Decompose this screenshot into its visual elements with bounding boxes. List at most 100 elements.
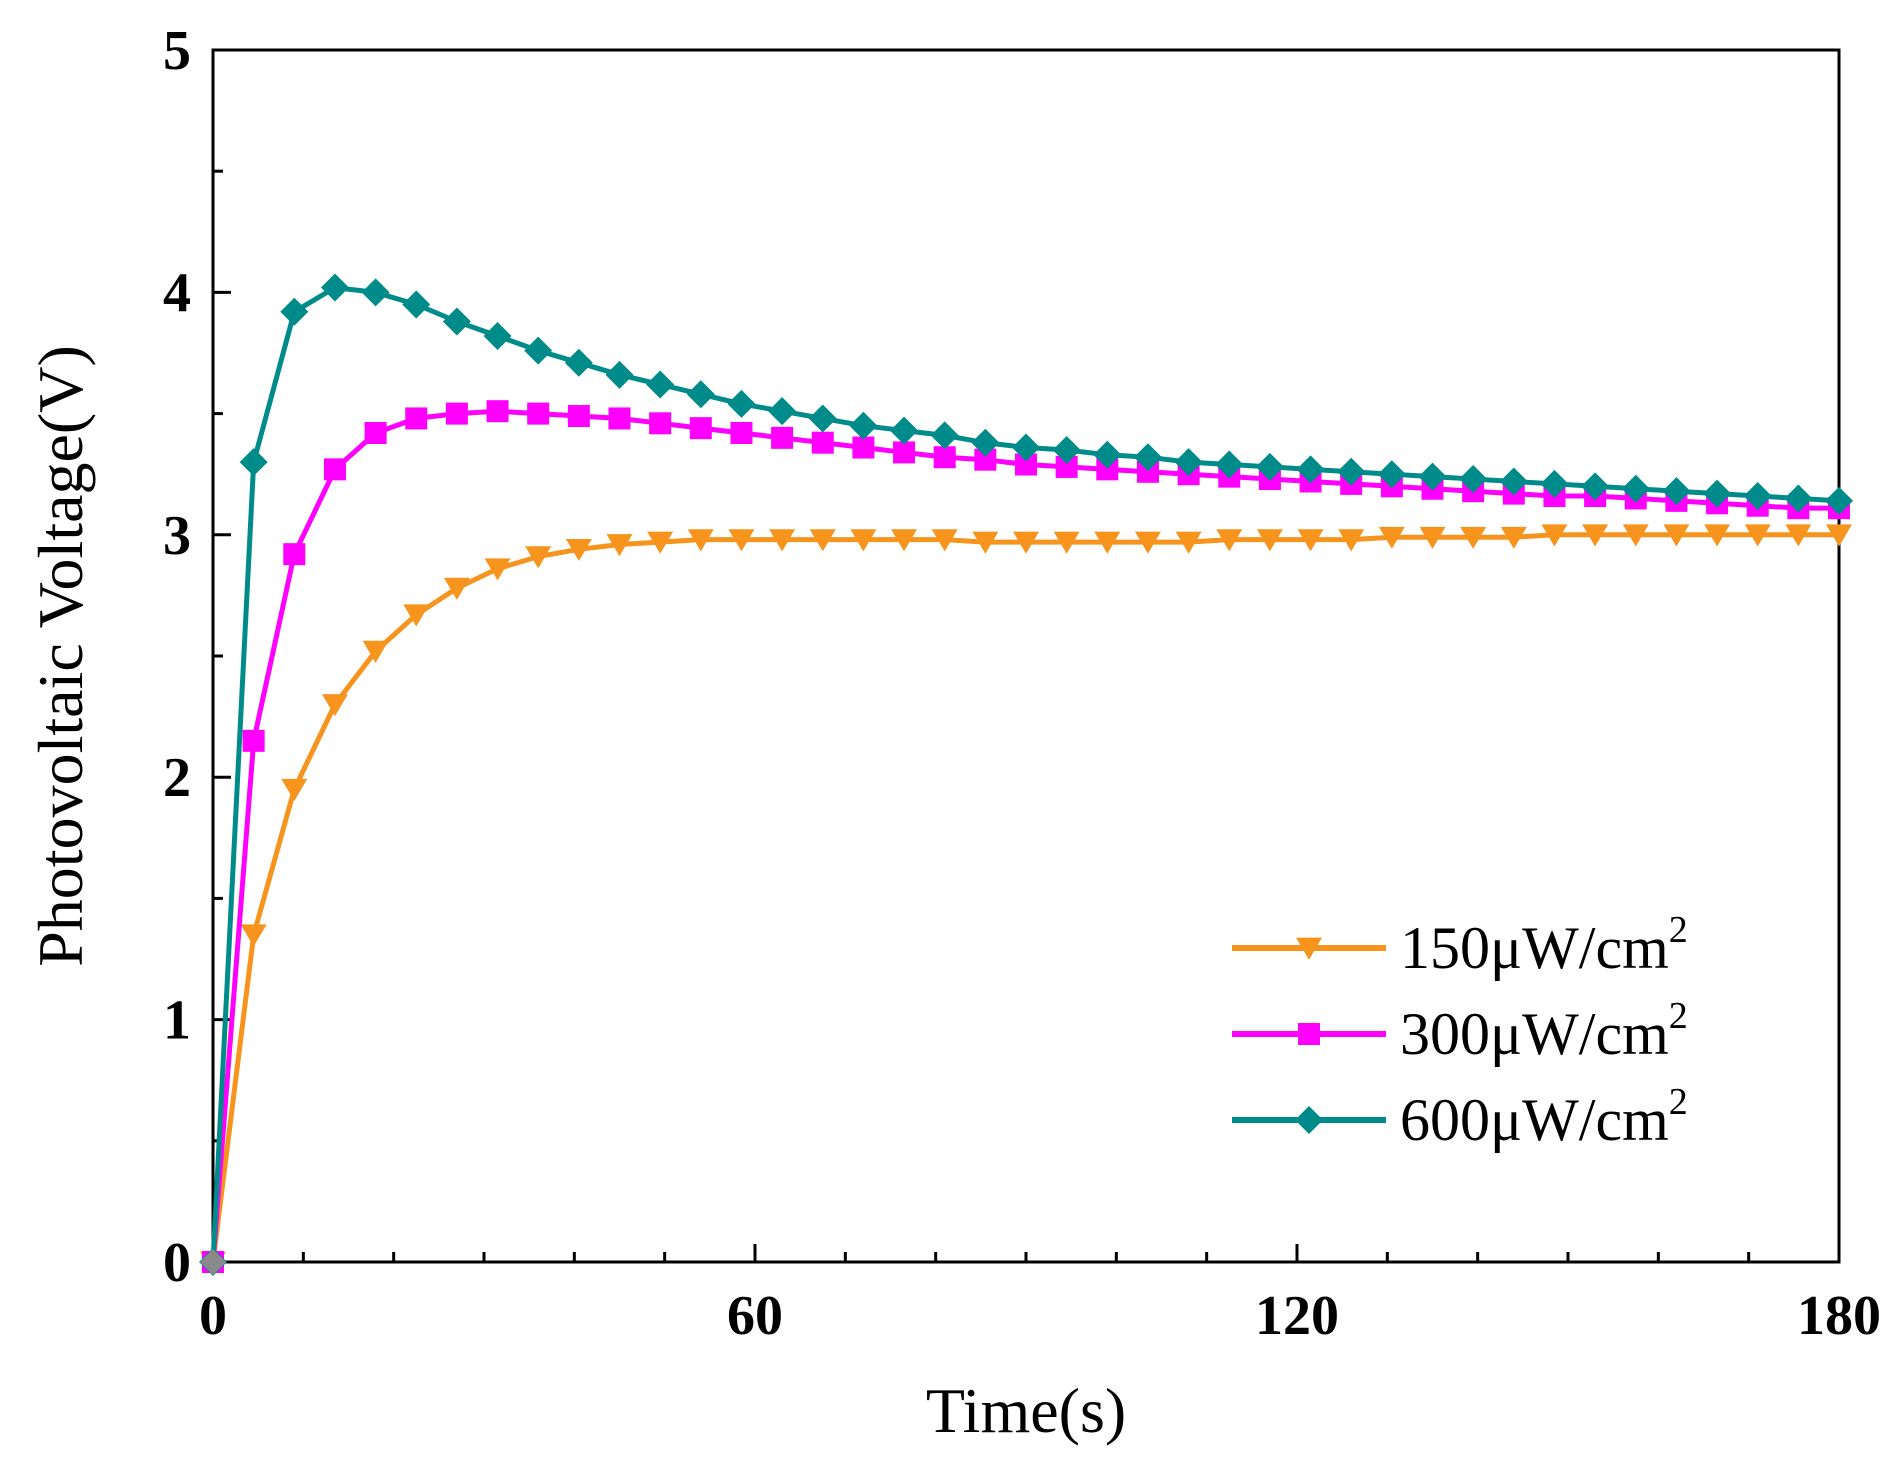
data-point [1785, 524, 1812, 547]
data-point [1540, 469, 1569, 498]
data-point [483, 322, 512, 351]
legend-label: 600μW/cm2 [1400, 1081, 1688, 1153]
data-point [1052, 435, 1081, 464]
data-point [608, 407, 631, 430]
data-point [1377, 460, 1406, 489]
data-point [811, 431, 834, 454]
data-point [1744, 524, 1771, 547]
data-point [567, 405, 590, 428]
data-point [686, 380, 715, 409]
origin-point [200, 1249, 226, 1275]
data-point [242, 729, 265, 752]
data-point [771, 426, 794, 449]
data-point [1013, 531, 1039, 554]
y-tick-label: 3 [163, 505, 191, 567]
data-point [687, 529, 714, 552]
data-point [1174, 448, 1203, 477]
data-point [283, 543, 306, 566]
data-point [484, 558, 511, 581]
data-point [1378, 526, 1405, 549]
x-tick-label: 120 [1255, 1285, 1339, 1347]
data-point [808, 404, 837, 433]
data-point [933, 446, 956, 469]
data-point [1743, 482, 1772, 511]
data-point [361, 278, 390, 307]
data-point [1256, 529, 1283, 552]
data-point [647, 531, 674, 554]
data-point [564, 348, 593, 377]
legend-label: 150μW/cm2 [1400, 909, 1688, 981]
data-point [1826, 524, 1852, 547]
data-point [403, 604, 430, 627]
data-point [362, 640, 389, 663]
data-point [852, 436, 875, 459]
data-point [1094, 531, 1121, 554]
data-point [445, 402, 468, 425]
data-point [605, 360, 634, 389]
data-point [405, 407, 428, 430]
y-tick-label: 5 [163, 20, 191, 82]
data-point [809, 529, 836, 552]
data-point [323, 458, 346, 481]
data-point [931, 529, 958, 552]
data-point [1136, 460, 1159, 483]
data-point [524, 336, 553, 365]
legend-entry-1: 150μW/cm2 [1232, 909, 1688, 981]
y-tick-label: 1 [163, 990, 191, 1052]
axis-tick-labels: 0 60 120 180 0 1 2 3 4 5 [163, 20, 1881, 1347]
data-point [727, 389, 756, 418]
data-point [971, 428, 1000, 457]
data-point [1825, 486, 1853, 515]
data-point [1015, 453, 1037, 476]
data-point [930, 421, 959, 450]
data-point [1053, 531, 1080, 554]
data-point [1337, 457, 1366, 486]
data-point [527, 402, 550, 425]
data-point [1581, 472, 1610, 501]
x-tick-label: 0 [199, 1285, 227, 1347]
data-point [1499, 467, 1528, 496]
legend-label: 300μW/cm2 [1400, 995, 1688, 1067]
y-axis-title: Photovoltaic Voltage(V) [25, 345, 96, 967]
data-point [320, 273, 349, 302]
legend-label-superscript: 2 [1669, 1081, 1688, 1123]
legend-entry-3: 600μW/cm2 [1232, 1081, 1688, 1153]
data-point [1459, 465, 1488, 494]
data-point [1419, 526, 1446, 549]
data-point [768, 397, 797, 426]
data-point [1012, 433, 1040, 462]
data-point [1418, 462, 1447, 491]
x-axis-title: Time(s) [926, 1375, 1126, 1446]
data-point [1500, 526, 1527, 549]
data-point [730, 421, 753, 444]
data-point [443, 577, 470, 600]
y-tick-label: 2 [163, 747, 191, 809]
series-3 [199, 273, 1853, 1276]
data-point [525, 546, 552, 569]
data-point [728, 529, 755, 552]
data-point [1296, 937, 1322, 960]
y-tick-label: 0 [163, 1232, 191, 1294]
plot-border [211, 48, 1841, 1264]
series-1 [200, 524, 1852, 1274]
data-point [649, 412, 672, 435]
data-point [1541, 524, 1568, 547]
data-point [281, 778, 308, 802]
data-point [893, 441, 916, 464]
data-point [364, 421, 387, 444]
plot-area [211, 48, 1841, 1264]
data-point [1093, 440, 1122, 469]
data-point [1582, 524, 1609, 547]
data-point [1338, 529, 1365, 552]
data-point [1096, 458, 1119, 481]
data-point [1704, 524, 1731, 547]
y-tick-label: 4 [163, 262, 191, 324]
data-point [402, 290, 431, 319]
data-point [442, 307, 471, 336]
data-point [1621, 474, 1650, 503]
data-point [565, 538, 592, 562]
data-point [1216, 529, 1243, 552]
data-point [972, 531, 999, 554]
data-point [1460, 526, 1487, 549]
data-point [240, 924, 267, 947]
